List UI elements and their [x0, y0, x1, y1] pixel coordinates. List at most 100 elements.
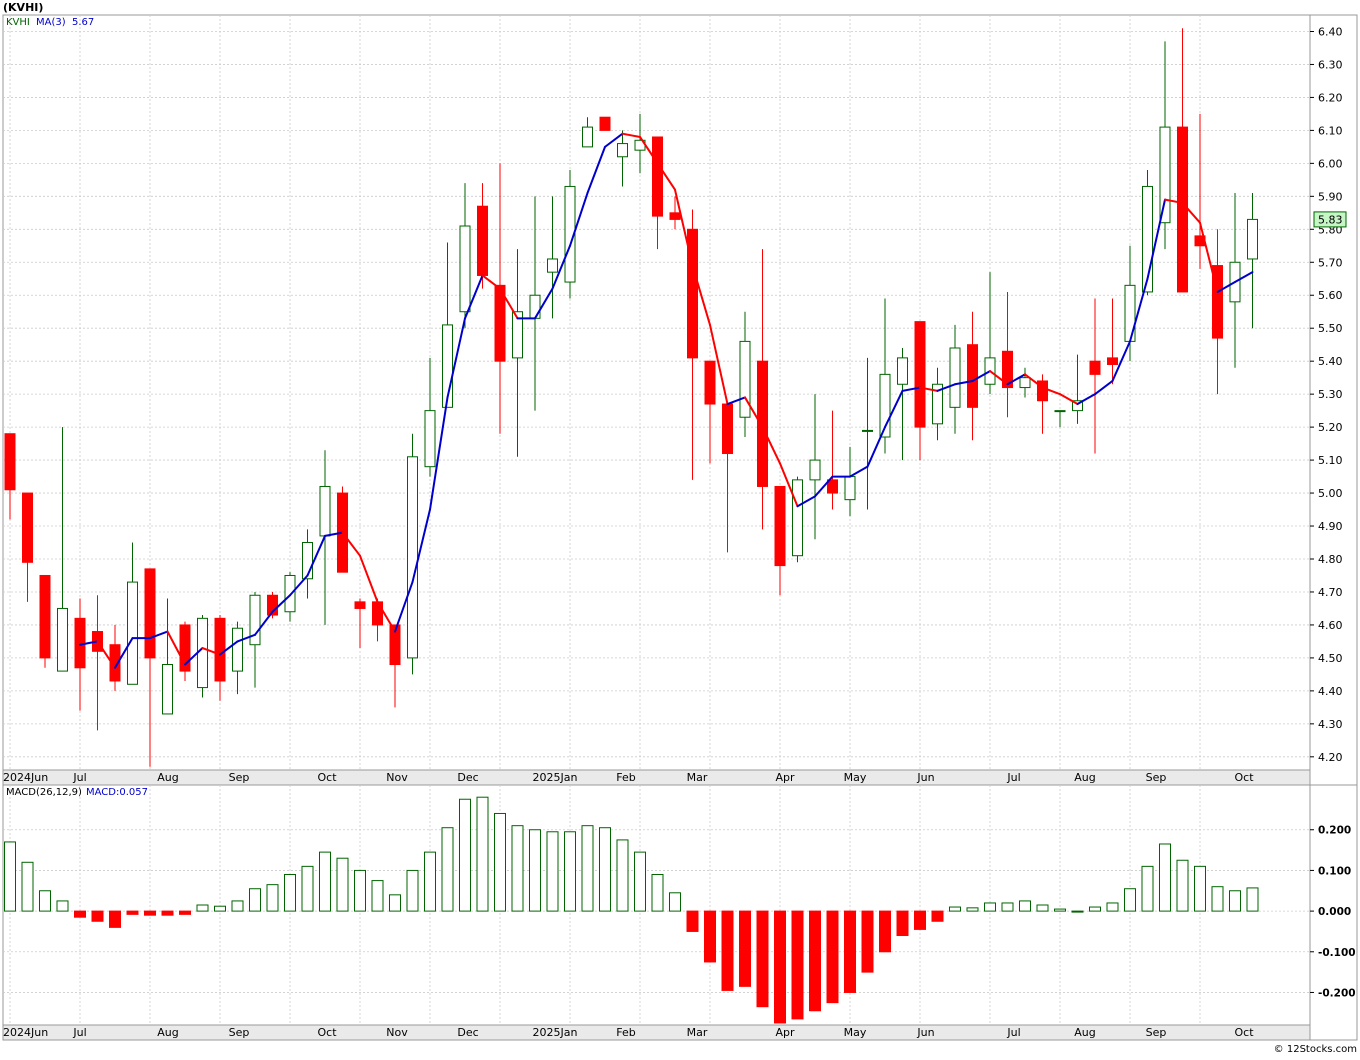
price-tick-label: 4.70	[1318, 586, 1343, 599]
ma-segment	[289, 574, 309, 597]
price-tick-label: 6.00	[1318, 157, 1343, 170]
ma-segment	[1111, 340, 1131, 382]
candle-body-up	[582, 126, 593, 148]
macd-bar-positive	[424, 851, 436, 912]
macd-bar-positive	[249, 888, 261, 912]
ma-segment	[1234, 271, 1254, 284]
candle-body-up	[564, 185, 576, 283]
ma-segment	[814, 475, 834, 498]
ma-segment	[989, 370, 1009, 386]
candle-body-down	[22, 492, 33, 563]
price-tick-label: 5.40	[1318, 355, 1343, 368]
ma-segment	[726, 396, 746, 406]
macd-bar-positive	[616, 839, 629, 912]
price-x-label: Sep	[1146, 771, 1167, 784]
candle-body-up	[879, 373, 891, 438]
macd-bar-negative	[756, 910, 769, 1008]
candle-body-up	[862, 429, 873, 432]
price-x-label: Oct	[317, 771, 337, 784]
macd-bar-positive	[546, 831, 559, 912]
candle-body-down	[477, 205, 488, 276]
price-tick-labels: 6.406.306.206.106.005.905.805.705.605.50…	[1310, 25, 1343, 764]
candle-body-up	[284, 574, 296, 613]
price-tick-label: 5.20	[1318, 421, 1343, 434]
candle-body-down	[652, 136, 663, 217]
ma-segment	[744, 396, 764, 429]
ma-segment	[149, 630, 169, 640]
candle-body-up	[127, 581, 138, 685]
macd-bar-positive	[1089, 906, 1101, 912]
price-tick-label: 5.90	[1318, 190, 1343, 203]
ma-segment	[1129, 277, 1149, 343]
macd-bar-negative	[809, 910, 821, 1012]
ma-segment	[586, 145, 606, 195]
macd-bar-positive	[669, 892, 681, 912]
price-tick-label: 5.10	[1318, 454, 1343, 467]
ma-segment	[481, 274, 501, 290]
ma-segment	[166, 630, 186, 666]
candle-body-down	[1107, 357, 1118, 365]
ma-segment	[919, 386, 939, 392]
candle-body-down	[967, 344, 978, 408]
candle-body-up	[1247, 218, 1258, 260]
price-tick-label: 6.10	[1318, 124, 1343, 137]
macd-tick-label: 0.200	[1318, 825, 1351, 837]
macd-x-label: Feb	[616, 1026, 635, 1039]
ma-segment	[1041, 386, 1061, 396]
price-date-axis	[2, 769, 1311, 786]
price-x-label: May	[844, 771, 867, 784]
macd-tick-label: -0.200	[1318, 987, 1356, 999]
macd-bar-positive	[406, 869, 419, 912]
candle-body-up	[1019, 377, 1031, 389]
macd-bar-negative	[126, 910, 139, 915]
ma-segment	[446, 317, 466, 399]
macd-bar-positive	[301, 865, 314, 912]
macd-bar-negative	[179, 910, 191, 915]
ma-segment	[604, 132, 624, 148]
macd-bar-positive	[634, 851, 646, 912]
ma-segment	[219, 640, 239, 656]
ma-segment	[901, 386, 921, 392]
macd-x-label: 2024Jun	[3, 1026, 48, 1039]
ma-segment	[1164, 198, 1184, 204]
price-tick-label: 4.20	[1318, 751, 1343, 764]
ma-segment	[849, 465, 869, 478]
ma-segment	[1059, 393, 1079, 406]
ma-segment	[96, 640, 116, 669]
price-x-label: Aug	[1074, 771, 1095, 784]
ma-segment	[464, 274, 484, 320]
candle-body-up	[617, 143, 628, 158]
macd-bar-negative	[879, 910, 891, 953]
ma-segment	[1094, 379, 1114, 396]
ma-segment	[376, 600, 396, 633]
candle-body-up	[57, 607, 68, 672]
macd-bar-positive	[1036, 904, 1049, 912]
price-tick-label: 6.30	[1318, 58, 1343, 71]
candle-body-down	[704, 360, 716, 405]
candle-body-down	[179, 624, 191, 672]
ma-segment	[534, 287, 554, 320]
ma-segment	[779, 462, 799, 508]
ma-segment	[656, 162, 676, 191]
macd-bar-positive	[196, 904, 209, 912]
ma-segment	[884, 389, 904, 429]
price-tick-label: 5.00	[1318, 487, 1343, 500]
price-x-label: Mar	[687, 771, 708, 784]
candle-body-down	[372, 601, 383, 626]
macd-x-label: Dec	[457, 1026, 478, 1039]
macd-bar-positive	[599, 827, 611, 912]
moving-average-line	[79, 132, 1254, 669]
macd-bar-negative	[844, 910, 856, 993]
candle-body-up	[844, 476, 856, 501]
candle-body-up	[1142, 185, 1153, 293]
macd-x-label: Aug	[1074, 1026, 1095, 1039]
macd-bar-positive	[1211, 886, 1224, 912]
candle-body-up	[424, 410, 436, 468]
ma-segment	[1216, 281, 1236, 293]
price-legend-ma: MA(3)	[36, 17, 66, 28]
ma-segment	[866, 426, 886, 468]
macd-bar-positive	[284, 873, 296, 912]
macd-bar-positive	[1159, 843, 1171, 912]
